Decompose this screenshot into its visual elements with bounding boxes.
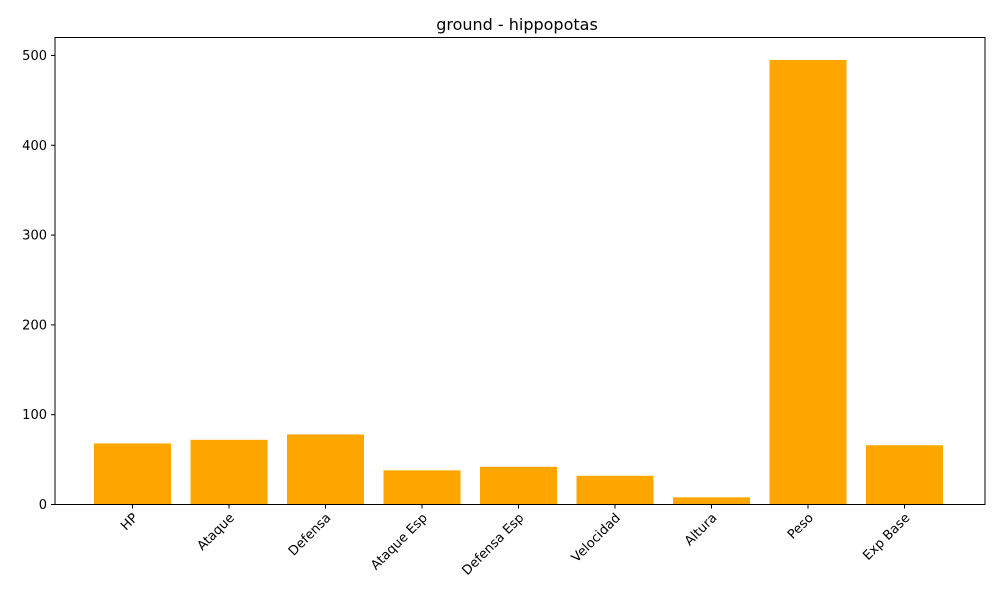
x-axis: HP Ataque Defensa Ataque Esp Defensa Esp Velo… bbox=[118, 504, 913, 579]
y-tick-label: 500 bbox=[22, 49, 47, 64]
bar-defensa-esp bbox=[480, 466, 557, 505]
x-tick-label: Velocidad bbox=[569, 511, 624, 566]
bar-defensa bbox=[287, 434, 364, 505]
x-tick-label: Altura bbox=[682, 511, 720, 549]
y-tick-label: 300 bbox=[22, 229, 47, 244]
y-axis: 0 100 200 300 400 500 bbox=[22, 49, 55, 513]
y-tick-label: 200 bbox=[22, 318, 47, 333]
x-tick-label: Ataque bbox=[195, 511, 238, 554]
x-tick-label: Ataque Esp bbox=[368, 511, 431, 574]
bar-exp-base bbox=[866, 445, 943, 505]
x-tick-label: Defensa bbox=[286, 511, 334, 559]
bar-hp bbox=[94, 443, 171, 505]
bar-ataque bbox=[190, 439, 268, 505]
plot-frame bbox=[54, 37, 986, 505]
y-tick-label: 400 bbox=[22, 139, 47, 154]
y-tick-label: 0 bbox=[39, 498, 47, 513]
chart-title: ground - hippopotas bbox=[436, 15, 598, 34]
x-tick-label: Peso bbox=[785, 511, 817, 543]
bar-peso bbox=[769, 59, 847, 505]
y-tick-label: 100 bbox=[22, 408, 47, 423]
bars-group bbox=[94, 59, 943, 505]
bar-velocidad bbox=[576, 475, 654, 505]
bar-altura bbox=[673, 497, 750, 505]
bar-ataque-esp bbox=[383, 470, 461, 505]
x-tick-label: HP bbox=[118, 511, 141, 534]
x-tick-label: Defensa Esp bbox=[459, 511, 527, 579]
x-tick-label: Exp Base bbox=[860, 511, 913, 564]
